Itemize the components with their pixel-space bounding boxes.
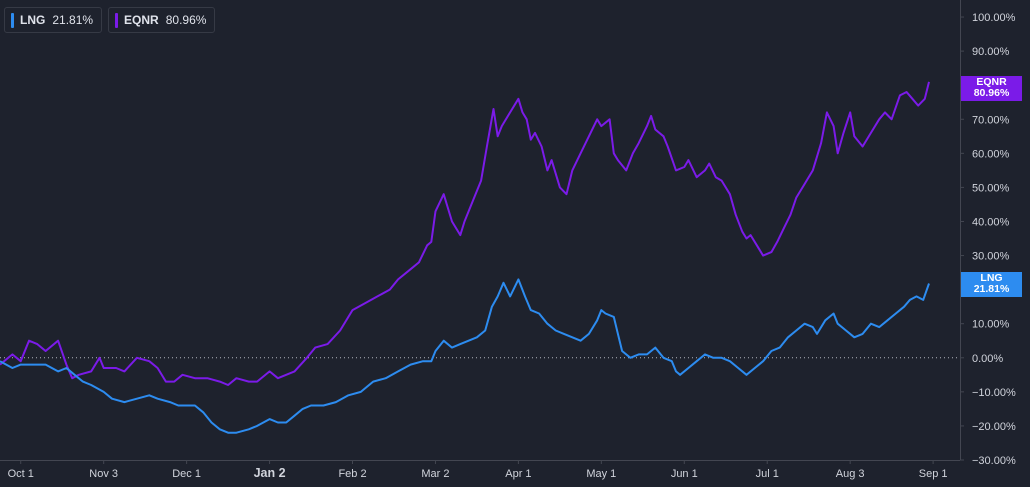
y-tick-label: 10.00% (972, 319, 1010, 331)
y-tick-label: 90.00% (972, 46, 1010, 58)
legend-name: LNG (20, 13, 46, 27)
x-tick-label: Jun 1 (671, 468, 698, 480)
price-tag-value: 80.96% (973, 87, 1010, 99)
y-tick-label: 0.00% (972, 353, 1003, 365)
x-tick-label: Dec 1 (172, 468, 201, 480)
price-tag-value: 21.81% (973, 283, 1010, 295)
y-tick-label: −20.00% (972, 421, 1016, 433)
y-tick-label: −10.00% (972, 387, 1016, 399)
legend-name: EQNR (124, 13, 159, 27)
x-tick-label: Sep 1 (919, 468, 948, 480)
price-tag-eqnr: EQNR 80.96% (961, 76, 1022, 101)
x-tick-label: Nov 3 (89, 468, 118, 480)
y-tick-label: 50.00% (972, 182, 1010, 194)
y-tick-label: 70.00% (972, 114, 1010, 126)
price-tag-lng: LNG 21.81% (961, 272, 1022, 297)
x-tick-label: Jan 2 (254, 466, 286, 480)
legend-value: 80.96% (165, 13, 207, 27)
series-line-lng[interactable] (0, 278, 930, 434)
series-lines (0, 81, 930, 434)
y-tick-label: −30.00% (972, 455, 1016, 467)
legend-value: 21.81% (52, 13, 94, 27)
legend: LNG 21.81% EQNR 80.96% (4, 7, 216, 33)
x-tick-label: Mar 2 (421, 468, 449, 480)
x-tick-label: Jul 1 (756, 468, 779, 480)
x-tick-label: Feb 2 (338, 468, 366, 480)
y-tick-label: 100.00% (972, 12, 1016, 24)
x-tick-label: Aug 3 (836, 468, 865, 480)
y-tick-label: 30.00% (972, 251, 1010, 263)
y-tick-label: 60.00% (972, 148, 1010, 160)
price-tag-name: EQNR (976, 76, 1007, 88)
series-line-eqnr[interactable] (0, 81, 930, 386)
legend-swatch-lng (11, 12, 14, 28)
x-tick-label: Oct 1 (8, 468, 34, 480)
price-tag-name: LNG (980, 272, 1003, 284)
legend-item-eqnr[interactable]: EQNR 80.96% (108, 7, 216, 33)
legend-swatch-eqnr (115, 12, 119, 28)
legend-item-lng[interactable]: LNG 21.81% (4, 7, 103, 33)
y-tick-label: 40.00% (972, 216, 1010, 228)
time-axis[interactable]: Oct 1 Nov 3 Dec 1 Jan 2 Feb 2 Mar 2 Apr 1 May 1… (8, 460, 948, 480)
x-tick-label: May 1 (586, 468, 616, 480)
x-tick-label: Apr 1 (505, 468, 531, 480)
